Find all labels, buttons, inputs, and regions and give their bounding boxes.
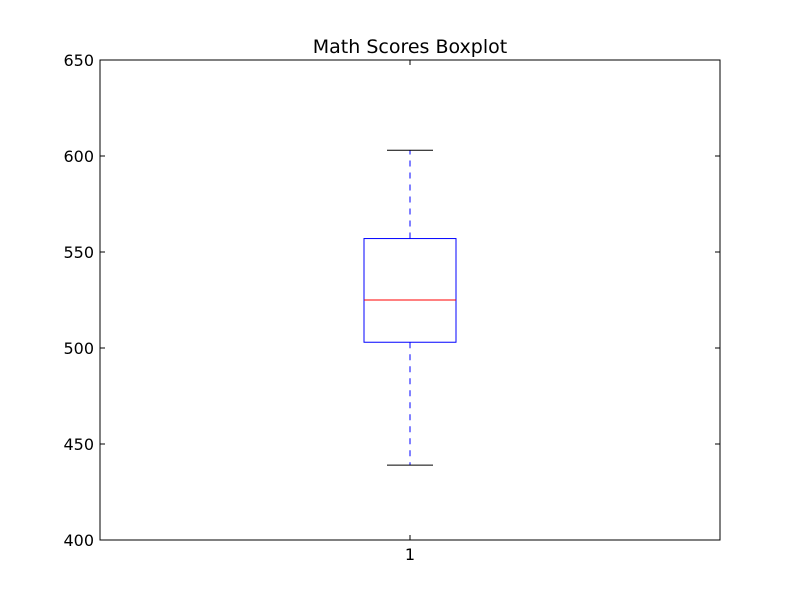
chart-title: Math Scores Boxplot: [313, 36, 507, 58]
iqr-box: [363, 238, 457, 343]
y-tick-label: 550: [63, 243, 94, 262]
y-tick-label: 600: [63, 147, 94, 166]
y-tick-label: 650: [63, 51, 94, 70]
plot-area: 400 450 500 550 600 650 1: [63, 51, 721, 564]
x-tick-label: 1: [405, 545, 415, 564]
y-tick-label: 500: [63, 339, 94, 358]
y-tick-label: 400: [63, 531, 94, 550]
y-tick-label: 450: [63, 435, 94, 454]
